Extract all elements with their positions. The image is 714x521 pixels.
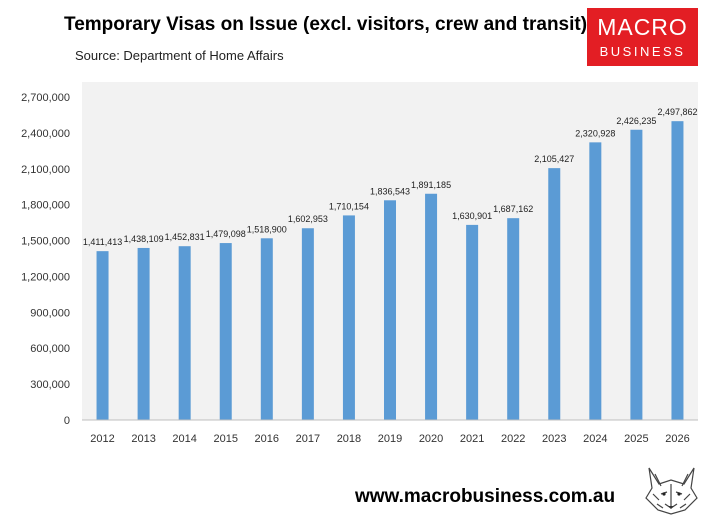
x-tick-label: 2017 [296,433,320,445]
data-label: 2,105,427 [534,154,574,164]
bar [137,247,150,420]
x-tick-label: 2025 [624,433,648,445]
data-label: 1,687,162 [493,204,533,214]
footer-url: www.macrobusiness.com.au [355,486,616,507]
bar [260,238,273,420]
x-tick-label: 2026 [665,433,689,445]
data-label: 1,438,109 [124,234,164,244]
x-tick-label: 2023 [542,433,566,445]
bar [342,215,355,420]
x-tick-label: 2022 [501,433,525,445]
data-label: 1,479,098 [206,229,246,239]
x-tick-label: 2020 [419,433,443,445]
x-tick-label: 2016 [255,433,279,445]
bar [548,168,561,420]
y-tick-label: 1,500,000 [21,236,70,248]
logo-line-2: BUSINESS [599,44,686,59]
bar [589,142,602,420]
bar [384,200,396,420]
chart-source: Source: Department of Home Affairs [75,48,284,63]
y-tick-label: 2,100,000 [21,164,70,176]
y-tick-label: 0 [64,415,70,427]
y-tick-label: 2,700,000 [21,92,70,104]
data-label: 1,710,154 [329,201,369,211]
y-tick-label: 1,800,000 [21,200,70,212]
x-tick-label: 2015 [213,433,237,445]
data-label: 1,411,413 [83,237,122,247]
data-label: 1,518,900 [247,224,287,234]
data-label: 1,891,185 [411,180,451,190]
x-tick-label: 2024 [583,433,607,445]
bar [219,243,232,420]
y-tick-label: 300,000 [30,379,70,391]
x-tick-label: 2021 [460,433,484,445]
wolf-head-icon [641,464,702,516]
bar [630,129,643,420]
data-label: 2,426,235 [616,116,656,126]
data-label: 2,320,928 [575,128,615,138]
bar [466,224,479,420]
x-tick-label: 2013 [131,433,155,445]
bar [425,193,438,420]
data-label: 1,630,901 [452,211,492,221]
data-label: 2,497,862 [657,107,697,117]
bar [178,246,191,420]
data-label: 1,452,831 [165,232,205,242]
x-tick-label: 2014 [172,433,196,445]
x-tick-label: 2012 [90,433,114,445]
data-label: 1,836,543 [370,186,410,196]
y-tick-label: 900,000 [30,307,70,319]
y-tick-label: 600,000 [30,343,70,355]
bar [301,228,314,420]
macrobusiness-logo: MACRO BUSINESS [587,8,698,66]
x-tick-label: 2019 [378,433,402,445]
y-tick-label: 2,400,000 [21,128,70,140]
y-tick-label: 1,200,000 [21,271,70,283]
bar [671,121,684,420]
bar [507,218,520,420]
x-tick-label: 2018 [337,433,361,445]
logo-line-1: MACRO [597,14,688,40]
bar [96,251,109,420]
data-label: 1,602,953 [288,214,328,224]
chart-title: Temporary Visas on Issue (excl. visitors… [64,14,588,35]
